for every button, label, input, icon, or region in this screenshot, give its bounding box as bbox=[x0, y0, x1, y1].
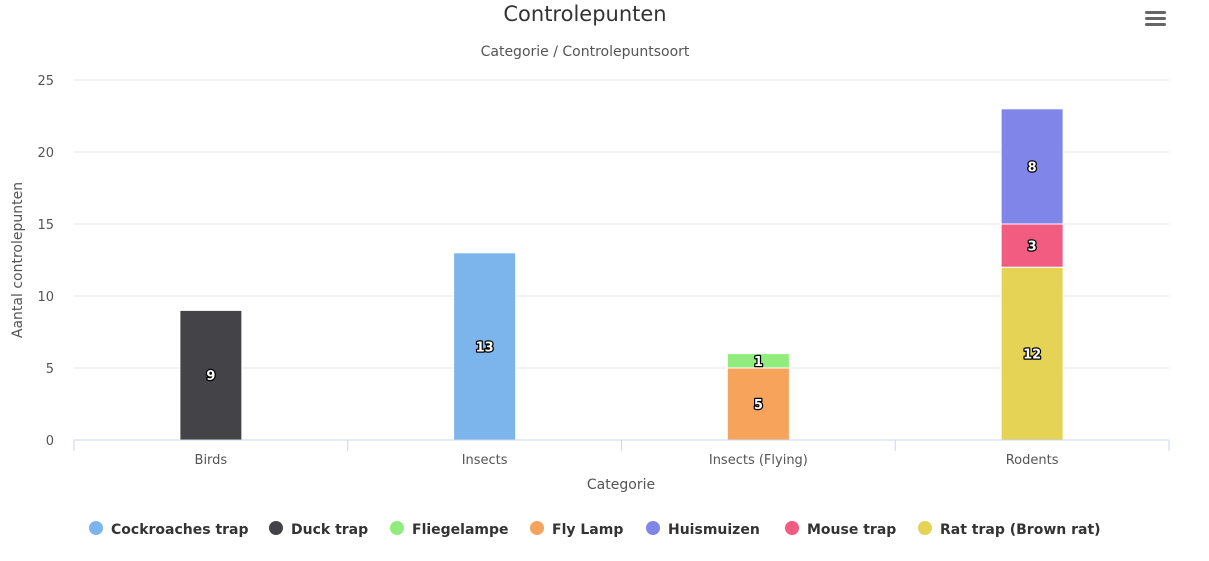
chart-subtitle: Categorie / Controlepuntsoort bbox=[481, 44, 690, 60]
y-axis-title: Aantal controlepunten bbox=[10, 182, 26, 338]
data-label: 9 bbox=[206, 369, 215, 384]
y-axis-ticks: 0 5 10 15 20 25 bbox=[37, 74, 54, 449]
bar-segment[interactable] bbox=[179, 309, 243, 441]
legend-marker bbox=[89, 521, 103, 535]
legend-marker bbox=[530, 521, 544, 535]
legend-label: Mouse trap bbox=[807, 522, 896, 538]
legend: Cockroaches trap Duck trap Fliegelampe Fly … bbox=[89, 521, 1101, 538]
legend-marker bbox=[646, 521, 660, 535]
bar-segment[interactable] bbox=[1000, 108, 1064, 225]
legend-marker bbox=[269, 521, 283, 535]
legend-item[interactable]: Fly Lamp bbox=[530, 521, 623, 538]
hamburger-menu-icon[interactable] bbox=[1140, 5, 1170, 31]
x-tick-label: Insects bbox=[462, 453, 508, 468]
data-label: 8 bbox=[1028, 160, 1037, 175]
data-label: 5 bbox=[754, 398, 763, 413]
legend-label: Fliegelampe bbox=[412, 522, 509, 538]
y-tick-label: 20 bbox=[37, 146, 54, 161]
y-tick-label: 15 bbox=[37, 218, 54, 233]
x-axis: Birds Insects Insects (Flying) Rodents bbox=[73, 439, 1170, 468]
legend-label: Fly Lamp bbox=[552, 522, 623, 538]
legend-marker bbox=[785, 521, 799, 535]
legend-item[interactable]: Rat trap (Brown rat) bbox=[918, 521, 1101, 538]
legend-label: Rat trap (Brown rat) bbox=[940, 522, 1101, 538]
y-tick-label: 25 bbox=[37, 74, 54, 89]
legend-label: Duck trap bbox=[291, 522, 368, 538]
legend-item[interactable]: Mouse trap bbox=[785, 521, 896, 538]
bars bbox=[179, 108, 1064, 441]
legend-item[interactable]: Duck trap bbox=[269, 521, 368, 538]
y-tick-label: 10 bbox=[37, 290, 54, 305]
legend-item[interactable]: Huismuizen bbox=[646, 521, 760, 538]
data-labels: 9 13 5 1 12 3 8 bbox=[205, 159, 1042, 414]
x-axis-title: Categorie bbox=[587, 477, 655, 493]
x-tick-label: Rodents bbox=[1006, 453, 1059, 468]
x-tick-label: Insects (Flying) bbox=[709, 453, 808, 468]
legend-item[interactable]: Cockroaches trap bbox=[89, 521, 249, 538]
legend-marker bbox=[390, 521, 404, 535]
data-label: 12 bbox=[1023, 348, 1041, 363]
x-tick-label: Birds bbox=[195, 453, 228, 468]
grid-lines bbox=[74, 79, 1169, 369]
data-label: 13 bbox=[476, 340, 494, 355]
data-label: 3 bbox=[1028, 240, 1037, 255]
bar-segment[interactable] bbox=[1000, 266, 1064, 441]
y-tick-label: 0 bbox=[46, 434, 54, 449]
bar-segment[interactable] bbox=[1000, 223, 1064, 268]
bar-segment[interactable] bbox=[726, 353, 790, 369]
data-label: 1 bbox=[754, 355, 763, 370]
y-tick-label: 5 bbox=[46, 362, 54, 377]
legend-item[interactable]: Fliegelampe bbox=[390, 521, 509, 538]
legend-label: Cockroaches trap bbox=[111, 522, 249, 538]
legend-marker bbox=[918, 521, 932, 535]
legend-label: Huismuizen bbox=[668, 522, 760, 538]
chart-title: Controlepunten bbox=[503, 2, 666, 26]
